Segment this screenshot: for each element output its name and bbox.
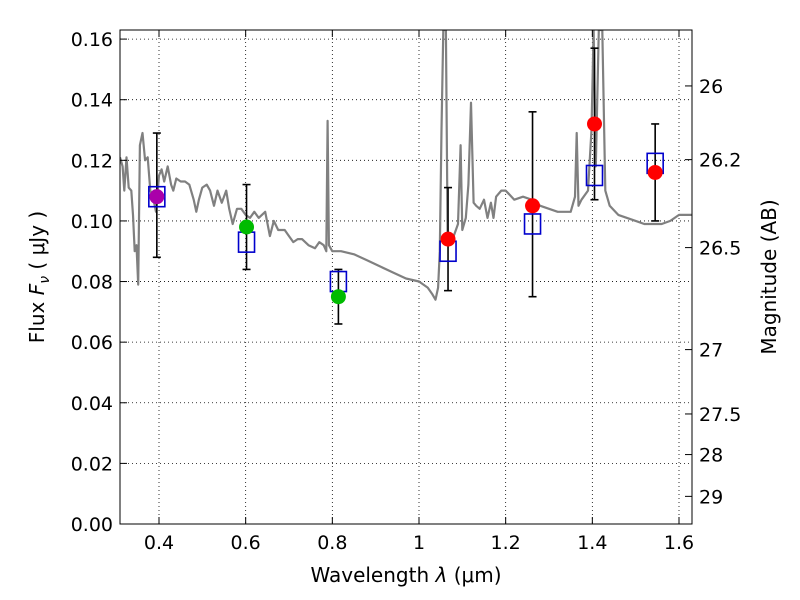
axes: 0.4 0.6 0.8 1 1.2 1.4 1.6 0.00 0.02 0.04 0.06 0.08 0…	[71, 29, 742, 554]
y-axis-label: Flux Fν ( μJy )	[25, 211, 54, 343]
y-tick-label: 0.10	[71, 211, 113, 233]
observed-point	[330, 289, 346, 305]
x-tick-label: 0.6	[231, 532, 261, 554]
plot-frame	[119, 29, 693, 525]
model-photometry-box	[585, 164, 604, 187]
mag-tick-label: 27	[699, 340, 723, 362]
x-tick-label: 1.2	[491, 532, 521, 554]
y-tick-label: 0.12	[71, 150, 113, 172]
y-tick-label: 0.08	[71, 272, 113, 294]
y-tick-label: 0.04	[71, 393, 113, 415]
mag-tick-label: 28	[699, 445, 723, 467]
y-tick-label: 0.14	[71, 90, 113, 112]
y-tick-label: 0.16	[71, 29, 113, 51]
model-photometry-box	[523, 213, 542, 235]
model-spectrum	[120, 30, 692, 301]
observed-point	[525, 198, 541, 214]
model-photometry-box	[148, 185, 166, 208]
x-tick-label: 0.4	[144, 532, 174, 554]
model-spectrum-line	[120, 30, 692, 301]
y-right-axis-label: Magnitude (AB)	[757, 199, 781, 354]
y-tick-label: 0.00	[71, 514, 113, 536]
mag-tick-label: 29	[699, 486, 723, 508]
mag-tick-label: 26	[699, 76, 723, 98]
observed-point	[239, 219, 255, 235]
mag-tick-label: 26.5	[699, 238, 741, 260]
mag-tick-label: 26.2	[699, 150, 741, 172]
y-tick-label: 0.06	[71, 332, 113, 354]
x-tick-label: 1.4	[577, 532, 607, 554]
y-tick-label: 0.02	[71, 453, 113, 475]
x-tick-label: 0.8	[317, 532, 347, 554]
error-bars	[152, 47, 660, 325]
mag-tick-label: 27.5	[699, 404, 741, 426]
observed-point	[440, 231, 456, 247]
x-tick-label: 1.6	[664, 532, 694, 554]
grid-lines	[120, 30, 692, 525]
x-axis-label: Wavelength λ (μm)	[310, 563, 501, 587]
model-photometry-boxes	[148, 152, 664, 293]
observed-point	[149, 189, 165, 205]
observed-points	[149, 116, 663, 305]
x-tick-label: 1	[413, 532, 425, 554]
observed-point	[647, 164, 663, 180]
observed-point	[587, 116, 602, 132]
